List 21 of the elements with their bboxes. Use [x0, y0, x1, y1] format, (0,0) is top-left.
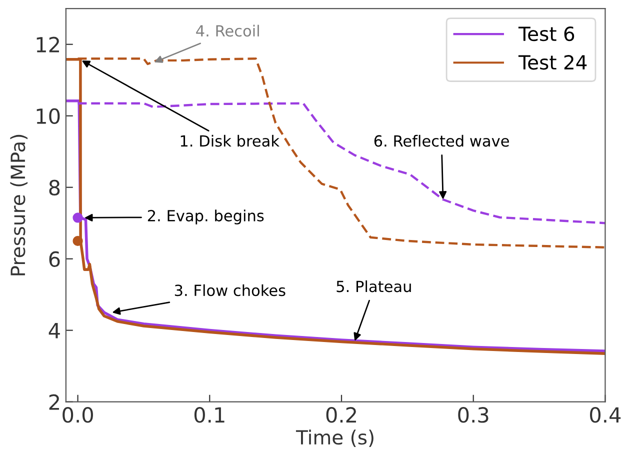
x-tick-label: 0.2 — [326, 407, 356, 423]
legend-label: Test 6 — [518, 26, 574, 42]
y-axis-title: Pressure (MPa) — [10, 134, 28, 276]
x-axis-title: Time (s) — [296, 430, 374, 447]
y-tick-label: 2 — [49, 394, 59, 410]
annotation: 4. Recoil — [196, 24, 259, 37]
legend-label: Test 24 — [518, 54, 587, 70]
y-tick-label: 12 — [36, 36, 59, 52]
annotation: 2. Evap. begins — [148, 210, 264, 224]
x-tick-label: 0.0 — [62, 407, 93, 423]
annotation: 3. Flow chokes — [174, 284, 286, 296]
y-tick-label: 6 — [49, 251, 60, 268]
y-tick-label: 8 — [49, 180, 60, 196]
x-tick-label: 0.3 — [458, 407, 488, 423]
annotation: 1. Disk break — [180, 134, 280, 147]
y-tick-label: 10 — [36, 108, 60, 124]
annotation: 5. Plateau — [336, 280, 411, 292]
x-tick-label: 0.4 — [590, 407, 621, 423]
annotation: 6. Reflected wave — [374, 134, 509, 147]
y-tick-label: 4 — [48, 323, 60, 338]
x-tick-label: 0.1 — [194, 407, 224, 423]
